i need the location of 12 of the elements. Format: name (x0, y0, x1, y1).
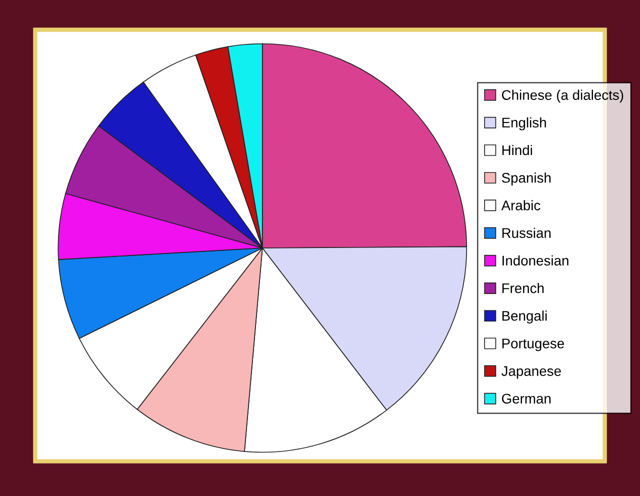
legend-label: German (502, 394, 551, 404)
legend-label: French (502, 282, 544, 294)
legend-label: Chinese (a dialects) (502, 90, 624, 103)
legend-label: Spanish (502, 172, 551, 186)
legend-label: Japanese (501, 366, 561, 379)
legend-label: Hindi (502, 144, 532, 156)
legend-label: Portugese (502, 338, 564, 352)
legend-label: Russian (502, 228, 551, 238)
legend-label: Indonesian (502, 255, 568, 266)
legend-label: English (502, 117, 546, 130)
legend-label: Arabic (501, 200, 540, 210)
legend-label: Bengali (502, 310, 547, 324)
